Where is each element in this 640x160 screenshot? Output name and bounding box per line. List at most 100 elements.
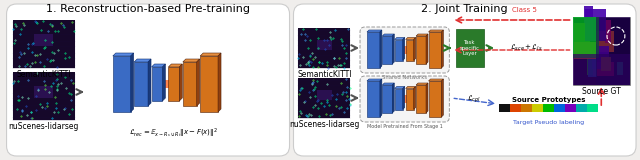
Bar [601, 57, 611, 71]
Polygon shape [426, 34, 428, 64]
Polygon shape [416, 34, 428, 36]
Text: $\mathcal{L}_{sce} + \mathcal{L}_{ls}$: $\mathcal{L}_{sce} + \mathcal{L}_{ls}$ [511, 43, 543, 53]
Bar [499, 104, 510, 112]
Bar [573, 17, 599, 58]
Polygon shape [134, 59, 151, 62]
Bar [317, 90, 332, 100]
Bar [317, 40, 332, 50]
Polygon shape [179, 64, 182, 101]
Text: nuScenes-lidarseg: nuScenes-lidarseg [289, 120, 360, 129]
Polygon shape [395, 37, 404, 40]
Bar [554, 104, 565, 112]
Polygon shape [152, 64, 165, 67]
Bar [113, 56, 131, 112]
Bar [168, 67, 179, 101]
Polygon shape [218, 53, 221, 112]
Bar [13, 20, 75, 68]
Bar [576, 104, 588, 112]
Bar [395, 40, 403, 60]
Text: $\mathcal{L}_{cpl}$: $\mathcal{L}_{cpl}$ [467, 93, 481, 104]
Bar [416, 85, 426, 113]
Polygon shape [429, 30, 444, 32]
Polygon shape [395, 87, 404, 88]
Bar [152, 67, 163, 101]
Polygon shape [380, 30, 382, 68]
Bar [532, 104, 543, 112]
Polygon shape [403, 87, 404, 109]
Bar [429, 32, 442, 68]
Bar [382, 36, 392, 64]
Bar [298, 28, 350, 68]
Polygon shape [168, 64, 182, 67]
Polygon shape [200, 53, 221, 56]
Bar [596, 17, 630, 85]
Polygon shape [163, 64, 165, 101]
Bar [367, 81, 380, 117]
Bar [163, 80, 170, 88]
Polygon shape [183, 59, 200, 62]
Bar [298, 78, 350, 118]
Bar [35, 34, 53, 46]
Bar [367, 32, 380, 68]
Bar [587, 48, 594, 75]
Bar [456, 29, 484, 67]
Text: Model Pretrained From Stage 1: Model Pretrained From Stage 1 [367, 124, 443, 129]
Polygon shape [113, 53, 134, 56]
Polygon shape [403, 37, 404, 60]
Polygon shape [406, 37, 415, 40]
Bar [592, 46, 609, 69]
Text: 1. Reconstruction-based Pre-training: 1. Reconstruction-based Pre-training [45, 4, 250, 14]
Bar [588, 44, 596, 77]
Bar [183, 62, 196, 106]
Bar [13, 72, 75, 120]
Polygon shape [426, 83, 428, 113]
Bar [429, 81, 442, 117]
Polygon shape [382, 83, 394, 85]
Text: Class 5: Class 5 [513, 7, 537, 13]
Text: $\mathcal{L}_{rec} = \mathbb{E}_{x \sim R_s \cup R_t} \| x - F(x) \|^2$: $\mathcal{L}_{rec} = \mathbb{E}_{x \sim … [129, 127, 218, 140]
Bar [617, 62, 623, 75]
FancyBboxPatch shape [294, 4, 636, 156]
Bar [573, 42, 596, 60]
Bar [406, 88, 413, 109]
Text: SemanticKITTI: SemanticKITTI [17, 70, 71, 79]
Text: Shared Networks: Shared Networks [382, 75, 428, 80]
Polygon shape [429, 79, 444, 81]
Polygon shape [392, 83, 394, 113]
Text: Source GT: Source GT [582, 87, 621, 96]
Bar [510, 104, 521, 112]
Text: nuScenes-lidarseg: nuScenes-lidarseg [8, 122, 79, 131]
Bar [588, 104, 598, 112]
Bar [573, 17, 630, 85]
Bar [521, 104, 532, 112]
Bar [573, 23, 590, 57]
Bar [596, 31, 614, 52]
Bar [416, 36, 426, 64]
Bar [134, 62, 148, 106]
Polygon shape [406, 87, 415, 88]
Bar [402, 46, 407, 54]
Bar [402, 95, 407, 103]
Polygon shape [382, 34, 394, 36]
Bar [200, 56, 218, 112]
Text: 2. Joint Training: 2. Joint Training [421, 4, 508, 14]
Polygon shape [367, 79, 382, 81]
Polygon shape [380, 79, 382, 117]
Polygon shape [413, 87, 415, 109]
Polygon shape [442, 79, 444, 117]
Bar [395, 88, 403, 109]
Text: Source Prototypes: Source Prototypes [512, 97, 586, 103]
FancyBboxPatch shape [6, 4, 289, 156]
Bar [543, 104, 554, 112]
Polygon shape [196, 59, 200, 106]
Polygon shape [392, 34, 394, 64]
Bar [35, 86, 53, 98]
Bar [593, 62, 614, 76]
Bar [565, 104, 576, 112]
Polygon shape [148, 59, 151, 106]
Text: Task
specific
Layer: Task specific Layer [460, 40, 480, 56]
FancyBboxPatch shape [360, 76, 449, 122]
Text: Target Pseudo labeling: Target Pseudo labeling [513, 120, 584, 125]
Polygon shape [442, 30, 444, 68]
Bar [573, 54, 630, 85]
